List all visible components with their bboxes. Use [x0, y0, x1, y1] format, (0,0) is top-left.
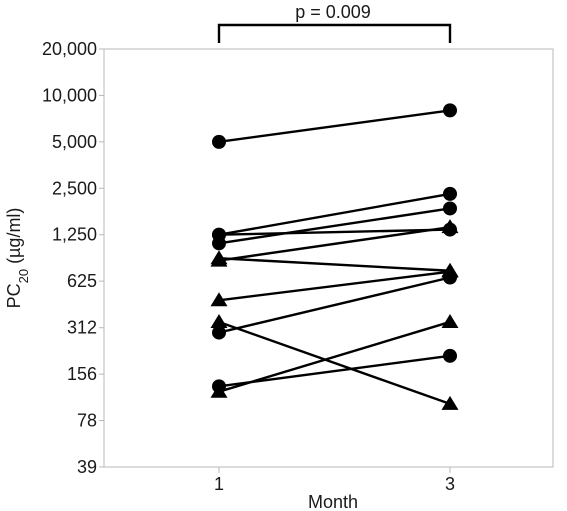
circle-marker	[443, 201, 457, 216]
triangle-marker	[441, 263, 459, 278]
pair-line	[218, 225, 451, 262]
triangle-marker	[210, 383, 228, 398]
triangle-marker	[441, 395, 459, 410]
y-tick-label: 312	[67, 318, 97, 338]
y-axis-title: PC20 (µg/ml)	[4, 208, 31, 309]
circle-marker	[443, 103, 457, 118]
triangle-marker	[210, 292, 228, 307]
y-tick-label: 2,500	[52, 178, 97, 198]
pair-line	[218, 257, 451, 272]
bracket-line	[217, 23, 452, 43]
triangle-marker	[210, 250, 228, 265]
circle-marker	[212, 325, 226, 340]
y-axis-title-main: PC	[4, 283, 24, 308]
x-tick-label: 3	[445, 474, 455, 494]
circle-marker	[443, 186, 457, 201]
significance-bracket	[217, 23, 452, 43]
pair-line	[218, 320, 451, 393]
pair-line	[218, 109, 451, 144]
y-tick-label: 5,000	[52, 132, 97, 152]
pair-line	[218, 270, 451, 302]
p-value-annotation: p = 0.009	[295, 2, 371, 22]
x-tick-label: 1	[214, 474, 224, 494]
circle-marker	[212, 236, 226, 251]
y-axis-ticks: 39 78 156 312 625 1,250 2,500 5,000 10,000 20,000	[42, 39, 104, 477]
plot-frame	[103, 48, 554, 468]
y-tick-label: 78	[77, 411, 97, 431]
pair-line	[218, 276, 451, 334]
pair-line	[218, 320, 451, 406]
circle-marker	[443, 348, 457, 363]
triangle-marker	[210, 313, 228, 328]
y-tick-label: 156	[67, 364, 97, 384]
y-tick-label: 1,250	[52, 225, 97, 245]
triangle-marker	[441, 219, 459, 234]
y-axis-title-subscript: 20	[16, 269, 31, 283]
pair-line	[218, 207, 451, 245]
triangle-marker	[441, 313, 459, 328]
x-axis-title: Month	[308, 492, 358, 511]
y-tick-label: 10,000	[42, 85, 97, 105]
pair-line	[218, 192, 451, 236]
paired-series	[210, 103, 459, 410]
pair-line	[218, 228, 451, 236]
y-axis-title-unit: (µg/ml)	[4, 208, 24, 269]
circle-marker	[212, 134, 226, 149]
y-tick-label: 625	[67, 271, 97, 291]
y-tick-label: 39	[77, 457, 97, 477]
y-tick-label: 20,000	[42, 39, 97, 59]
